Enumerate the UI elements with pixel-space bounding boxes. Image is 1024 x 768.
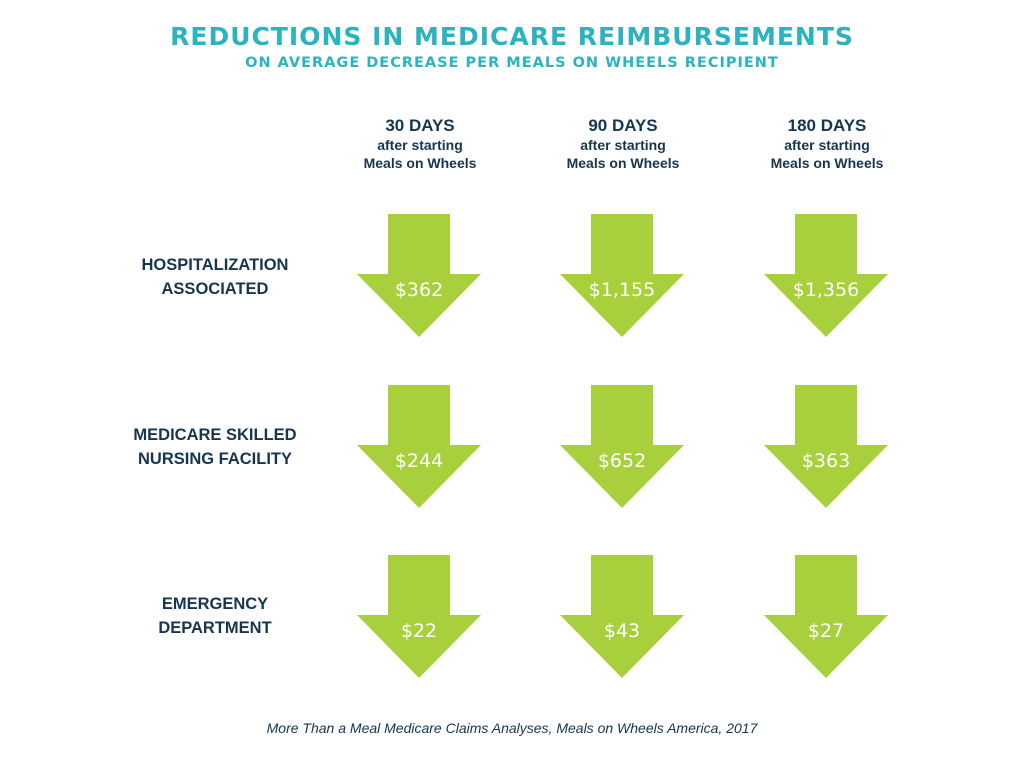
row-label-line: HOSPITALIZATION xyxy=(141,256,289,274)
arrow-cell: $1,356 xyxy=(764,214,888,337)
arrow-value-label: $1,155 xyxy=(589,279,655,301)
arrow-cell: $362 xyxy=(357,214,481,337)
column-sub-label: Meals on Wheels xyxy=(770,155,884,171)
arrow-value-label: $652 xyxy=(598,450,646,472)
column-header-180-days: 180 DAYS after starting Meals on Wheels xyxy=(727,116,927,172)
row-label-emergency: EMERGENCY DEPARTMENT xyxy=(100,592,330,640)
arrow-value-label: $43 xyxy=(604,620,640,642)
column-header-30-days: 30 DAYS after starting Meals on Wheels xyxy=(320,116,520,172)
column-days-label: 90 DAYS xyxy=(588,116,658,135)
arrow-cell: $363 xyxy=(764,385,888,508)
arrow-value-label: $27 xyxy=(808,620,844,642)
source-note: More Than a Meal Medicare Claims Analyse… xyxy=(266,720,758,736)
row-label-hospitalization: HOSPITALIZATION ASSOCIATED xyxy=(100,253,330,301)
arrow-value-label: $244 xyxy=(395,450,443,472)
down-arrow-icon xyxy=(560,214,684,337)
down-arrow-icon xyxy=(357,555,481,678)
column-sub-label: Meals on Wheels xyxy=(566,155,680,171)
arrow-value-label: $363 xyxy=(802,450,850,472)
down-arrow-icon xyxy=(560,555,684,678)
column-sub-label: after starting xyxy=(580,137,666,153)
row-label-line: MEDICARE SKILLED xyxy=(133,426,297,444)
column-header-90-days: 90 DAYS after starting Meals on Wheels xyxy=(523,116,723,172)
down-arrow-icon xyxy=(357,214,481,337)
arrow-value-label: $22 xyxy=(401,620,437,642)
column-days-label: 180 DAYS xyxy=(787,116,867,135)
down-arrow-icon xyxy=(764,555,888,678)
arrow-cell: $1,155 xyxy=(560,214,684,337)
chart-subtitle: ON AVERAGE DECREASE PER MEALS ON WHEELS … xyxy=(245,55,779,71)
arrow-cell: $244 xyxy=(357,385,481,508)
down-arrow-icon xyxy=(357,385,481,508)
down-arrow-icon xyxy=(560,385,684,508)
arrow-value-label: $1,356 xyxy=(793,279,859,301)
column-sub-label: after starting xyxy=(784,137,870,153)
row-label-line: ASSOCIATED xyxy=(161,280,269,298)
column-sub-label: Meals on Wheels xyxy=(363,155,477,171)
down-arrow-icon xyxy=(764,214,888,337)
row-label-skilled-nursing: MEDICARE SKILLED NURSING FACILITY xyxy=(100,423,330,471)
arrow-cell: $27 xyxy=(764,555,888,678)
row-label-line: DEPARTMENT xyxy=(158,619,272,637)
row-label-line: NURSING FACILITY xyxy=(137,450,292,468)
chart-title: REDUCTIONS IN MEDICARE REIMBURSEMENTS xyxy=(170,22,854,51)
down-arrow-icon xyxy=(764,385,888,508)
arrow-cell: $43 xyxy=(560,555,684,678)
row-label-line: EMERGENCY xyxy=(161,595,269,613)
column-days-label: 30 DAYS xyxy=(385,116,455,135)
arrow-cell: $22 xyxy=(357,555,481,678)
column-sub-label: after starting xyxy=(377,137,463,153)
arrow-cell: $652 xyxy=(560,385,684,508)
arrow-value-label: $362 xyxy=(395,279,443,301)
